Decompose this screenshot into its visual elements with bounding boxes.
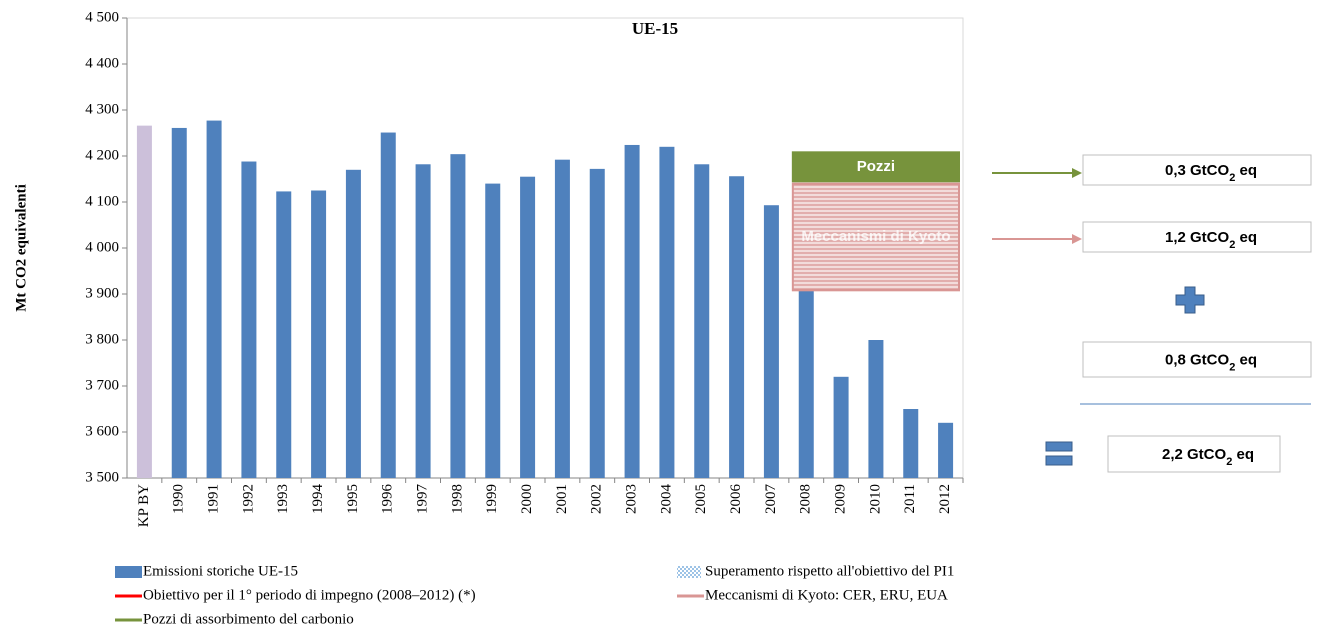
annotation-box bbox=[791, 182, 960, 292]
arrow-head bbox=[1072, 168, 1082, 178]
value-sub: 2 bbox=[1226, 456, 1232, 468]
value-text: 2,2 GtCO bbox=[1162, 446, 1227, 463]
value-text: 0,8 GtCO bbox=[1165, 352, 1230, 369]
bar bbox=[938, 422, 954, 478]
x-tick-label: 2003 bbox=[624, 484, 640, 514]
x-tick-label: 1994 bbox=[310, 484, 326, 515]
bar bbox=[833, 376, 849, 478]
equals-icon bbox=[1045, 441, 1073, 452]
x-tick-label: 2004 bbox=[658, 484, 674, 515]
bar bbox=[450, 154, 466, 478]
value-tail: eq bbox=[1235, 229, 1257, 246]
bar bbox=[276, 191, 292, 479]
value-tail: eq bbox=[1232, 446, 1254, 463]
value-box-text: 2,2 GtCO2 eq bbox=[1162, 446, 1254, 468]
x-tick-label: 1996 bbox=[380, 484, 396, 515]
value-sub: 2 bbox=[1229, 362, 1235, 374]
legend-label: Superamento rispetto all'obiettivo del P… bbox=[705, 563, 954, 579]
x-tick-label: 2009 bbox=[833, 484, 849, 514]
value-text: 0,3 GtCO bbox=[1165, 162, 1230, 179]
bar bbox=[903, 409, 919, 478]
x-tick-label: 1995 bbox=[345, 484, 361, 514]
y-tick-label: 4 400 bbox=[85, 55, 119, 71]
bar bbox=[241, 161, 257, 478]
y-tick-label: 3 900 bbox=[85, 285, 119, 301]
x-tick-label: 2007 bbox=[763, 484, 779, 515]
x-tick-label: 2011 bbox=[902, 484, 918, 513]
x-tick-label: 1998 bbox=[449, 484, 465, 514]
box-label: Pozzi bbox=[857, 158, 895, 175]
x-tick-label: KP BY bbox=[136, 484, 152, 527]
bar bbox=[659, 146, 675, 479]
x-tick-label: 1999 bbox=[484, 484, 500, 514]
annotation-box bbox=[791, 151, 960, 183]
value-box-text: 1,2 GtCO2 eq bbox=[1165, 229, 1257, 251]
bar bbox=[554, 159, 570, 478]
bar bbox=[694, 164, 710, 478]
bar bbox=[798, 245, 814, 478]
y-tick-label: 4 500 bbox=[85, 9, 119, 25]
legend-swatch bbox=[677, 566, 701, 578]
bar bbox=[729, 176, 745, 479]
y-tick-label: 4 100 bbox=[85, 193, 119, 209]
x-tick-label: 2000 bbox=[519, 484, 535, 514]
value-box bbox=[1082, 221, 1312, 253]
x-tick-label: 1993 bbox=[275, 484, 291, 514]
x-tick-label: 2002 bbox=[589, 484, 605, 514]
side-boxes: 0,3 GtCO2 eq1,2 GtCO2 eq0,8 GtCO2 eq2,2 … bbox=[1082, 154, 1312, 473]
bar bbox=[415, 164, 431, 478]
y-axis-label: Mt CO2 equivalenti bbox=[13, 184, 29, 312]
y-tick-label: 3 600 bbox=[85, 423, 119, 439]
value-tail: eq bbox=[1235, 352, 1257, 369]
value-sub: 2 bbox=[1229, 172, 1235, 184]
legend-label: Meccanismi di Kyoto: CER, ERU, EUA bbox=[705, 587, 948, 603]
bar bbox=[345, 169, 361, 479]
bar bbox=[485, 183, 501, 478]
bar bbox=[763, 205, 779, 478]
x-tick-label: 2012 bbox=[937, 484, 953, 514]
chart-title: UE-15 bbox=[632, 19, 678, 38]
bar bbox=[380, 132, 396, 479]
y-tick-label: 3 500 bbox=[85, 469, 119, 485]
bar bbox=[868, 340, 884, 478]
legend-label: Emissioni storiche UE-15 bbox=[143, 563, 298, 579]
equals-icon bbox=[1045, 455, 1073, 466]
legend-swatch bbox=[115, 566, 142, 578]
bar bbox=[589, 168, 605, 478]
x-tick-label: 1997 bbox=[415, 484, 431, 515]
x-tick-label: 2006 bbox=[728, 484, 744, 515]
value-box-text: 0,3 GtCO2 eq bbox=[1165, 162, 1257, 184]
value-text: 1,2 GtCO bbox=[1165, 229, 1230, 246]
bar bbox=[520, 176, 536, 478]
legend-label: Obiettivo per il 1° periodo di impegno (… bbox=[143, 587, 476, 603]
bar bbox=[624, 144, 640, 478]
x-tick-label: 1991 bbox=[206, 484, 222, 514]
value-sub: 2 bbox=[1229, 239, 1235, 251]
x-tick-label: 2010 bbox=[867, 484, 883, 514]
x-tick-label: 2008 bbox=[798, 484, 814, 514]
x-tick-label: 1992 bbox=[240, 484, 256, 514]
value-tail: eq bbox=[1235, 162, 1257, 179]
value-box bbox=[1082, 154, 1312, 186]
value-box bbox=[1082, 341, 1312, 378]
bar bbox=[171, 127, 187, 478]
value-box-text: 0,8 GtCO2 eq bbox=[1165, 352, 1257, 374]
plus-icon bbox=[1175, 286, 1205, 314]
y-tick-label: 3 800 bbox=[85, 331, 119, 347]
bar bbox=[136, 125, 152, 478]
bar bbox=[311, 190, 327, 478]
y-tick-label: 3 700 bbox=[85, 377, 119, 393]
x-tick-label: 2001 bbox=[554, 484, 570, 514]
value-box bbox=[1107, 435, 1281, 473]
arrow-head bbox=[1072, 234, 1082, 244]
x-tick-label: 1990 bbox=[171, 484, 187, 514]
legend-label: Pozzi di assorbimento del carbonio bbox=[143, 611, 354, 627]
y-tick-label: 4 300 bbox=[85, 101, 119, 117]
y-tick-label: 4 000 bbox=[85, 239, 119, 255]
y-tick-label: 4 200 bbox=[85, 147, 119, 163]
x-tick-label: 2005 bbox=[693, 484, 709, 514]
bar bbox=[206, 120, 222, 478]
box-label: Meccanismi di Kyoto bbox=[801, 228, 950, 245]
